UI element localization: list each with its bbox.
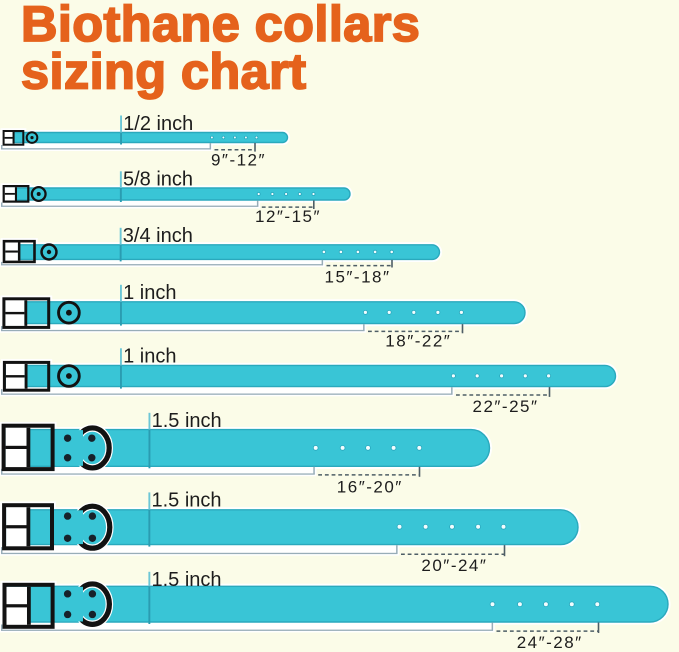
svg-text:24″-28″: 24″-28″ [517, 633, 583, 652]
svg-text:sizing chart: sizing chart [21, 43, 306, 100]
svg-text:22″-25″: 22″-25″ [472, 397, 538, 416]
svg-text:12″-15″: 12″-15″ [255, 207, 321, 226]
svg-text:1/2 inch: 1/2 inch [123, 113, 193, 135]
svg-text:5/8 inch: 5/8 inch [123, 169, 193, 191]
svg-text:1 inch: 1 inch [123, 346, 176, 368]
svg-text:20″-24″: 20″-24″ [421, 556, 487, 575]
svg-text:3/4 inch: 3/4 inch [123, 225, 193, 247]
svg-text:1.5 inch: 1.5 inch [152, 410, 222, 432]
svg-text:16″-20″: 16″-20″ [337, 478, 403, 497]
svg-text:1.5 inch: 1.5 inch [152, 490, 222, 512]
svg-text:Biothane collars: Biothane collars [21, 0, 420, 52]
svg-text:15″-18″: 15″-18″ [324, 268, 390, 287]
svg-text:18″-22″: 18″-22″ [385, 332, 451, 351]
svg-text:9″-12″: 9″-12″ [211, 151, 266, 170]
svg-text:1 inch: 1 inch [123, 282, 176, 304]
svg-text:1.5 inch: 1.5 inch [152, 569, 222, 591]
